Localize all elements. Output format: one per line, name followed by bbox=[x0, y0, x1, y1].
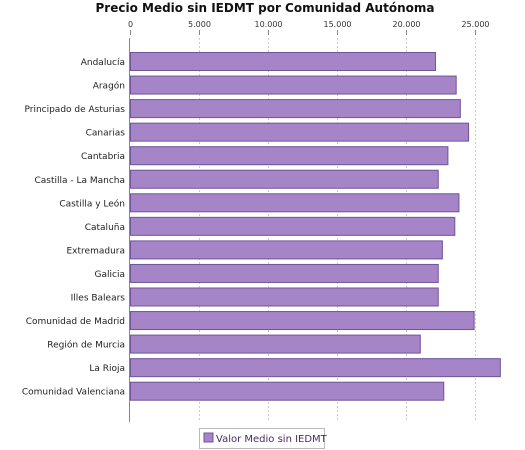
legend-label: Valor Medio sin IEDMT bbox=[216, 434, 328, 445]
bar bbox=[130, 169, 439, 189]
bar bbox=[130, 263, 439, 283]
category-label: Aragón bbox=[93, 81, 125, 92]
category-label: La Rioja bbox=[89, 364, 125, 374]
x-tick-label: 0 bbox=[128, 20, 133, 29]
category-label: Comunidad de Madrid bbox=[26, 317, 125, 327]
bar bbox=[130, 311, 475, 331]
bar bbox=[130, 75, 457, 95]
legend[interactable]: Valor Medio sin IEDMT bbox=[199, 428, 328, 449]
category-label: Extremadura bbox=[67, 246, 126, 256]
bar bbox=[130, 193, 460, 213]
legend-frame bbox=[199, 428, 325, 449]
category-label: Región de Murcia bbox=[47, 340, 125, 351]
bar bbox=[130, 216, 456, 236]
category-label: Galicia bbox=[95, 270, 125, 280]
category-label: Castilla - La Mancha bbox=[34, 176, 125, 186]
category-label: Cantabria bbox=[81, 152, 125, 162]
bar bbox=[130, 240, 443, 260]
bar bbox=[130, 381, 445, 401]
x-axis-ticks: 0 5.000 10.000 15.000 20.000 25.000 bbox=[128, 20, 490, 35]
x-tick-label: 5.000 bbox=[188, 20, 211, 29]
category-label: Principado de Asturias bbox=[24, 105, 125, 115]
category-label: Illes Balears bbox=[71, 294, 126, 304]
category-label: Castilla y León bbox=[59, 198, 125, 209]
legend-swatch bbox=[203, 432, 214, 443]
category-label: Comunidad Valenciana bbox=[22, 388, 125, 398]
x-tick-label: 20.000 bbox=[393, 20, 421, 29]
bar bbox=[130, 358, 501, 378]
bars bbox=[130, 52, 501, 401]
bar bbox=[130, 287, 439, 307]
bar bbox=[130, 334, 421, 354]
category-label: Andalucía bbox=[81, 58, 125, 68]
chart-title: Precio Medio sin IEDMT por Comunidad Aut… bbox=[96, 1, 435, 15]
bar bbox=[130, 146, 449, 166]
bar bbox=[130, 99, 461, 119]
category-label: Cataluña bbox=[85, 223, 125, 233]
category-label: Canarias bbox=[86, 129, 126, 139]
bar bbox=[130, 122, 470, 142]
bar bbox=[130, 52, 436, 71]
x-tick-label: 15.000 bbox=[324, 20, 352, 29]
x-tick-label: 25.000 bbox=[462, 20, 490, 29]
x-tick-label: 10.000 bbox=[255, 20, 283, 29]
category-labels: Andalucía Aragón Principado de Asturias Can… bbox=[22, 58, 125, 398]
